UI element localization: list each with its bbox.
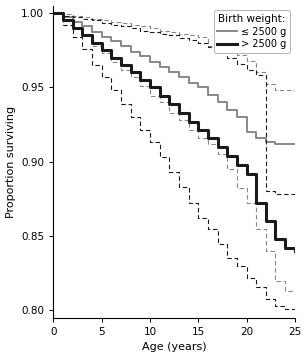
Legend: ≤ 2500 g, > 2500 g: ≤ 2500 g, > 2500 g [214, 10, 290, 53]
X-axis label: Age (years): Age (years) [142, 343, 206, 352]
Y-axis label: Proportion surviving: Proportion surviving [6, 106, 16, 218]
